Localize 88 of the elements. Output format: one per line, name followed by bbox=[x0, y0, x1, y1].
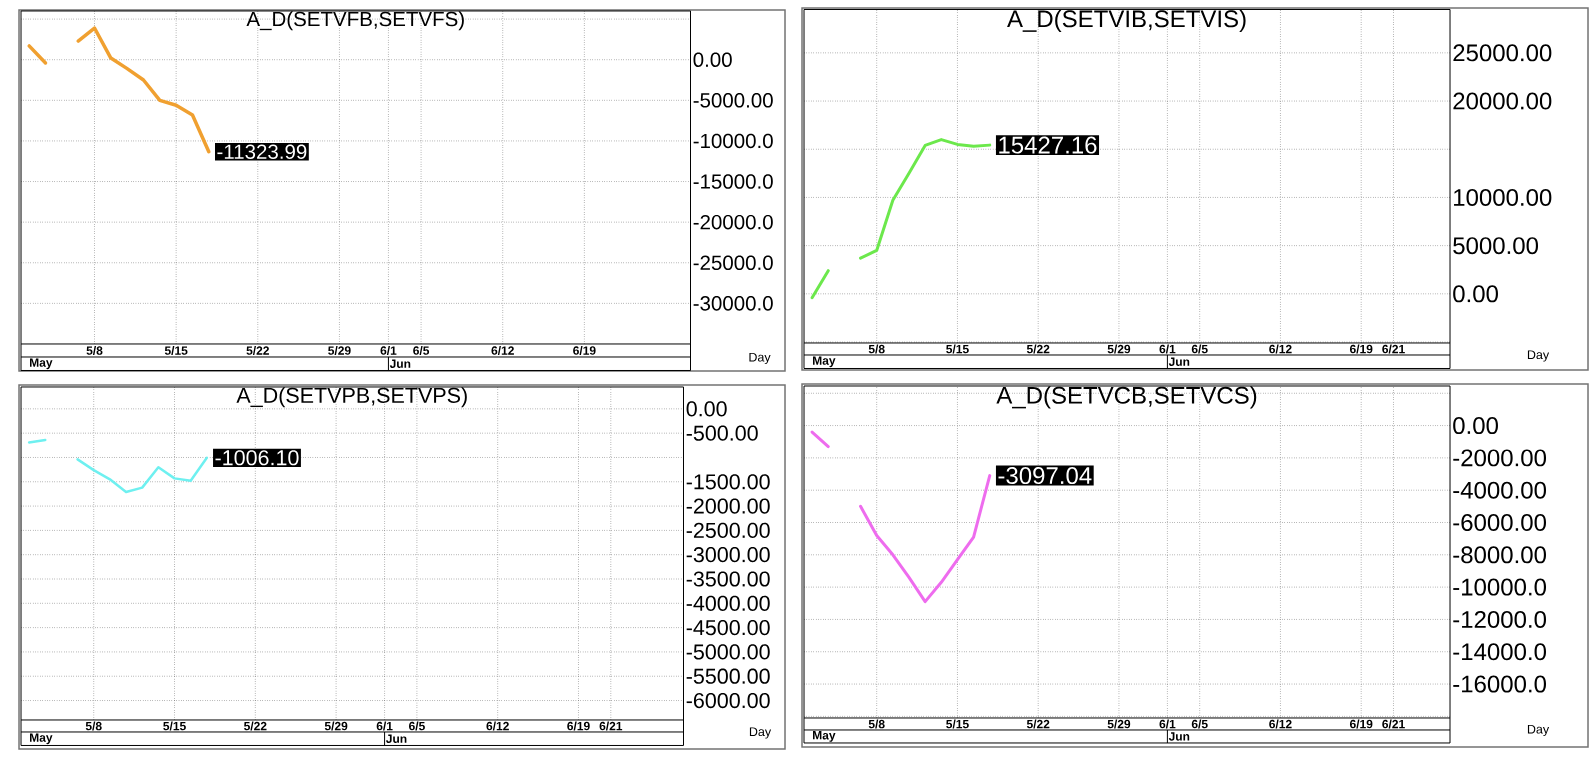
x-tick-label: 5/29 bbox=[328, 346, 351, 355]
x-tick-label: 6/5 bbox=[1191, 719, 1208, 729]
x-tick-label: 6/5 bbox=[413, 346, 430, 355]
x-tick-label: 5/29 bbox=[324, 721, 348, 731]
x-tick-label: 6/12 bbox=[486, 721, 509, 731]
x-tick-label: 6/19 bbox=[573, 346, 596, 355]
y-tick-label: 0.00 bbox=[1453, 285, 1498, 303]
x-tick-label: 6/19 bbox=[1349, 719, 1373, 729]
y-tick-label: -16000.0 bbox=[1453, 675, 1547, 693]
y-tick-label: -3500.00 bbox=[686, 571, 770, 587]
x-axis-title: Day bbox=[749, 352, 771, 365]
x-tick-label: 5/8 bbox=[868, 344, 885, 354]
y-tick-label: 0.00 bbox=[1453, 417, 1498, 435]
x-tick-label: 5/15 bbox=[946, 344, 969, 354]
y-tick-label: -4000.00 bbox=[686, 595, 770, 611]
data-label: 15427.16 bbox=[999, 136, 1097, 154]
text: May bbox=[30, 733, 53, 745]
x-tick-label: 6/19 bbox=[567, 721, 590, 731]
chart-title: A_D(SETVPB,SETVPS) bbox=[236, 387, 467, 408]
y-tick-label: -14000.0 bbox=[1453, 643, 1547, 661]
chart-title: A_D(SETVCB,SETVCS) bbox=[996, 386, 1257, 409]
text: Jun bbox=[389, 359, 411, 368]
y-tick-label: -20000.0 bbox=[693, 214, 773, 230]
data-label: -3097.04 bbox=[998, 467, 1092, 485]
x-axis-title: Day bbox=[1527, 724, 1550, 737]
y-tick-label: -3000.00 bbox=[686, 547, 770, 563]
x-tick-label: 6/12 bbox=[1269, 719, 1292, 729]
chart-title: A_D(SETVIB,SETVIS) bbox=[1007, 9, 1246, 33]
x-tick-label: 6/21 bbox=[1382, 719, 1405, 729]
y-tick-label: 5000.00 bbox=[1453, 237, 1539, 255]
data-label: -11323.99 bbox=[217, 144, 307, 159]
y-tick-label: 10000.00 bbox=[1454, 188, 1552, 206]
data-label: -1006.10 bbox=[215, 450, 299, 466]
y-tick-label: -10000.0 bbox=[693, 133, 773, 149]
x-tick-label: 5/29 bbox=[1107, 344, 1131, 354]
text: Jun bbox=[1168, 732, 1190, 741]
x-tick-label: 5/8 bbox=[86, 346, 103, 355]
x-tick-label: 5/15 bbox=[946, 719, 969, 729]
y-tick-label: -4000.00 bbox=[1453, 481, 1547, 499]
y-tick-label: -12000.0 bbox=[1453, 610, 1547, 628]
x-axis-title: Day bbox=[749, 727, 772, 739]
x-axis-title: Day bbox=[1527, 350, 1550, 362]
chart-title: A_D(SETVFB,SETVFS) bbox=[246, 11, 464, 31]
x-tick-label: 5/29 bbox=[1107, 719, 1131, 729]
x-tick-label: 5/15 bbox=[164, 346, 188, 355]
text: May bbox=[813, 731, 836, 742]
y-tick-label: 25000.00 bbox=[1453, 44, 1552, 62]
x-tick-label: 5/22 bbox=[1026, 344, 1050, 354]
x-tick-label: 5/8 bbox=[868, 719, 885, 729]
x-tick-label: 5/22 bbox=[244, 721, 267, 731]
y-tick-label: -2500.00 bbox=[686, 522, 770, 538]
x-tick-label: 6/5 bbox=[1191, 344, 1208, 354]
y-tick-label: -30000.0 bbox=[693, 296, 773, 311]
y-tick-label: -5000.00 bbox=[686, 644, 770, 660]
y-tick-label: -6000.00 bbox=[686, 692, 770, 709]
y-tick-label: -1500.00 bbox=[686, 474, 770, 490]
x-tick-label: 6/5 bbox=[409, 721, 425, 731]
y-tick-label: 20000.00 bbox=[1453, 92, 1552, 110]
y-tick-label: -10000.0 bbox=[1453, 578, 1547, 596]
x-tick-label: 6/1 bbox=[1159, 719, 1176, 729]
y-tick-label: -25000.0 bbox=[693, 255, 773, 271]
x-tick-label: 6/1 bbox=[1159, 344, 1176, 354]
x-tick-label: 6/1 bbox=[376, 721, 393, 731]
y-tick-label: -15000.0 bbox=[693, 174, 773, 189]
y-tick-label: 0.00 bbox=[693, 52, 732, 67]
y-tick-label: -6000.00 bbox=[1453, 514, 1547, 531]
x-tick-label: 6/12 bbox=[491, 346, 514, 355]
text: May bbox=[813, 356, 836, 368]
y-tick-label: -2000.00 bbox=[686, 498, 770, 514]
text: May bbox=[30, 358, 53, 370]
x-tick-label: 5/8 bbox=[85, 721, 102, 731]
text: Jun bbox=[385, 734, 407, 743]
y-tick-label: -5500.00 bbox=[686, 668, 770, 684]
y-tick-label: -2000.00 bbox=[1453, 449, 1547, 467]
x-tick-label: 6/21 bbox=[599, 721, 623, 731]
x-tick-label: 6/12 bbox=[1269, 344, 1292, 354]
y-tick-label: -5000.00 bbox=[693, 93, 773, 108]
x-tick-label: 6/21 bbox=[1382, 344, 1405, 354]
y-tick-label: -4500.00 bbox=[686, 620, 770, 636]
x-tick-label: 5/22 bbox=[1026, 719, 1050, 729]
y-tick-label: 0.00 bbox=[686, 401, 727, 417]
x-tick-label: 5/15 bbox=[163, 721, 186, 731]
x-tick-label: 6/1 bbox=[380, 346, 397, 355]
y-tick-label: -500.00 bbox=[686, 425, 758, 441]
text: Jun bbox=[1168, 357, 1190, 366]
x-tick-label: 6/19 bbox=[1349, 344, 1373, 354]
x-tick-label: 5/22 bbox=[246, 346, 269, 355]
y-tick-label: -8000.00 bbox=[1453, 546, 1547, 564]
